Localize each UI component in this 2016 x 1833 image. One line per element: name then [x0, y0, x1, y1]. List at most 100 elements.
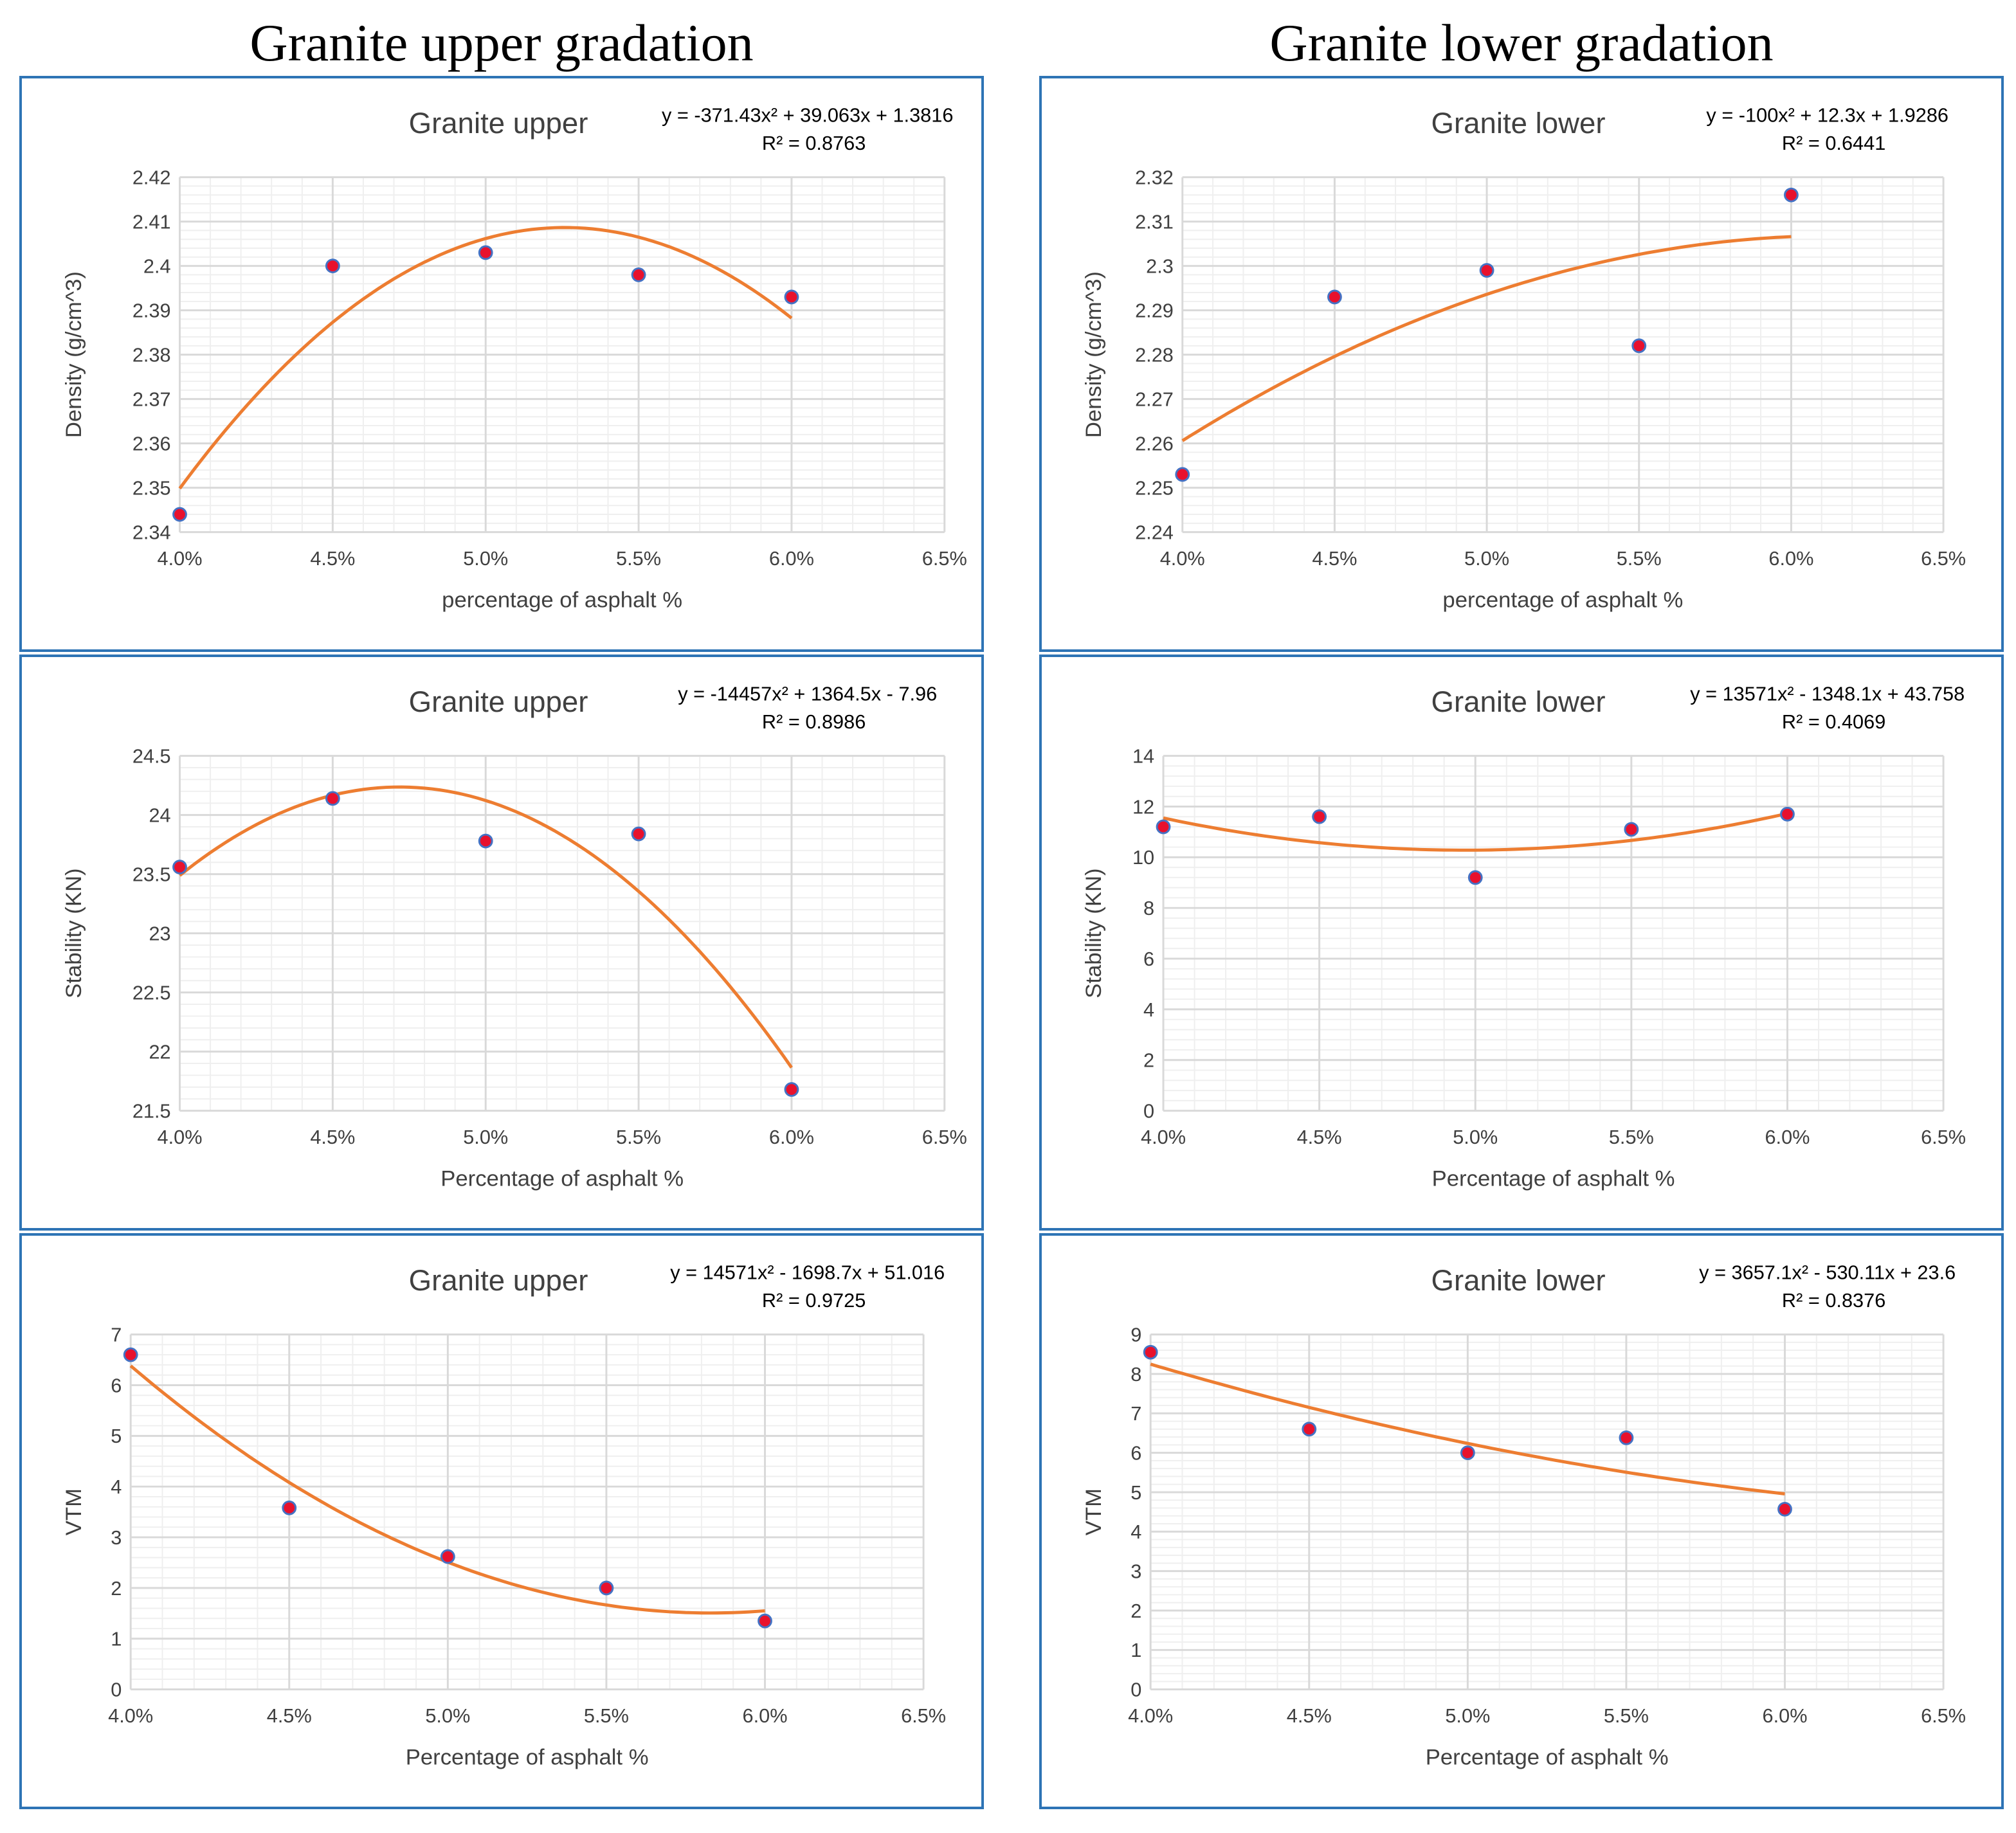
x-tick-label: 5.5%: [616, 547, 661, 570]
y-axis-label: VTM: [1082, 1488, 1106, 1535]
data-point: [478, 245, 493, 260]
data-point: [1631, 338, 1647, 354]
y-tick-label: 24.5: [132, 745, 171, 768]
y-tick-label: 2.34: [132, 521, 171, 544]
x-tick-label: 5.5%: [1604, 1704, 1649, 1727]
data-point: [440, 1549, 455, 1564]
y-tick-label: 1: [1131, 1639, 1141, 1661]
trendline-equation: y = 3657.1x² - 530.11x + 23.6: [1699, 1261, 1956, 1283]
r-squared-label: R² = 0.4069: [1782, 710, 1885, 733]
x-tick-label: 4.0%: [157, 547, 202, 570]
chart-svg: 21.5 22 22.5 23 23.5 24 24.5 4.0% 4.5% 5.0% 5.5% 6.…: [62, 682, 967, 1191]
y-axis-label: Stability (KN): [1082, 868, 1106, 998]
y-tick-label: 2: [1143, 1049, 1154, 1072]
chart-panel: 21.5 22 22.5 23 23.5 24 24.5 4.0% 4.5% 5.0% 5.5% 6.…: [19, 655, 984, 1231]
y-tick-label: 2: [1131, 1600, 1141, 1622]
y-tick-label: 6: [1131, 1442, 1141, 1465]
data-point: [1777, 1501, 1792, 1517]
data-point: [1784, 187, 1799, 203]
x-tick-label: 4.0%: [157, 1126, 202, 1148]
data-point: [478, 833, 493, 849]
y-tick-label: 2.35: [132, 477, 171, 500]
trendline-equation: y = -371.43x² + 39.063x + 1.3816: [662, 104, 953, 126]
x-tick-label: 5.5%: [1617, 547, 1662, 570]
y-tick-label: 5: [1131, 1481, 1141, 1504]
x-tick-label: 6.0%: [769, 547, 814, 570]
data-point: [1143, 1344, 1158, 1360]
data-point: [1460, 1445, 1475, 1461]
y-tick-label: 9: [1131, 1324, 1141, 1346]
chart-svg: 2.34 2.35 2.36 2.37 2.38 2.39 2.4 2.41 2.42 4.0% 4…: [62, 104, 967, 612]
x-axis-label: Percentage of asphalt %: [406, 1746, 649, 1770]
data-point: [631, 826, 646, 842]
data-point: [599, 1580, 614, 1596]
x-axis-label: percentage of asphalt %: [1442, 588, 1683, 613]
data-point: [784, 1082, 799, 1097]
y-tick-label: 8: [1143, 897, 1154, 919]
data-point: [282, 1500, 297, 1515]
r-squared-label: R² = 0.8763: [762, 132, 866, 154]
y-tick-label: 1: [111, 1628, 122, 1650]
chart-title: Granite upper: [409, 1264, 588, 1297]
data-point: [172, 507, 187, 522]
y-axis-label: Density (g/cm^3): [62, 271, 86, 438]
y-tick-label: 21.5: [132, 1100, 171, 1123]
y-axis-label: VTM: [62, 1488, 86, 1535]
y-tick-label: 4: [1131, 1521, 1141, 1543]
r-squared-label: R² = 0.8376: [1782, 1289, 1885, 1312]
r-squared-label: R² = 0.9725: [762, 1289, 866, 1312]
chart-panel: 0 1 2 3 4 5 6 7 4.0% 4.5% 5.0% 5.5% 6.0% 6.5% Granite …: [19, 1233, 984, 1809]
chart-title: Granite upper: [409, 685, 588, 718]
r-squared-label: R² = 0.6441: [1782, 132, 1885, 154]
chart-panel: 0 2 4 6 8 10 12 14 4.0% 4.5% 5.0% 5.5% 6.0% 6.5% Grani…: [1039, 655, 2004, 1231]
y-tick-label: 2.31: [1135, 211, 1174, 233]
r-squared-label: R² = 0.8986: [762, 710, 866, 733]
y-tick-label: 2.37: [132, 388, 171, 411]
data-point: [1175, 467, 1190, 482]
data-point: [1467, 870, 1483, 885]
x-tick-label: 4.0%: [1128, 1704, 1173, 1727]
y-tick-label: 2.3: [1146, 255, 1174, 278]
trendline-equation: y = 13571x² - 1348.1x + 43.758: [1690, 682, 1965, 705]
chart-panel: 0 1 2 3 4 5 6 7 8 9 4.0% 4.5% 5.0% 5.5% 6.0% 6.5% Granit…: [1039, 1233, 2004, 1809]
y-tick-label: 2.24: [1135, 521, 1174, 544]
x-tick-label: 6.0%: [1765, 1126, 1810, 1148]
data-point: [1312, 809, 1327, 824]
y-tick-label: 0: [1143, 1100, 1154, 1123]
y-tick-label: 0: [111, 1679, 122, 1701]
x-tick-label: 5.0%: [463, 1126, 508, 1148]
x-tick-label: 6.0%: [1768, 547, 1813, 570]
y-tick-label: 2.27: [1135, 388, 1174, 411]
y-tick-label: 2: [111, 1577, 122, 1600]
y-tick-label: 24: [149, 804, 170, 827]
x-tick-label: 4.5%: [310, 1126, 355, 1148]
chart-title: Granite lower: [1431, 685, 1606, 718]
y-tick-label: 8: [1131, 1363, 1141, 1386]
data-point: [1780, 806, 1795, 822]
x-tick-label: 4.5%: [267, 1704, 312, 1727]
chart-svg: 0 1 2 3 4 5 6 7 8 9 4.0% 4.5% 5.0% 5.5% 6.0% 6.5% Granit…: [1082, 1261, 1966, 1769]
y-tick-label: 2.41: [132, 211, 171, 233]
x-tick-label: 6.0%: [1762, 1704, 1807, 1727]
y-tick-label: 6: [1143, 948, 1154, 970]
y-tick-label: 14: [1132, 745, 1154, 768]
x-tick-label: 4.0%: [1141, 1126, 1186, 1148]
y-tick-label: 10: [1132, 846, 1154, 869]
chart-svg: 0 2 4 6 8 10 12 14 4.0% 4.5% 5.0% 5.5% 6.0% 6.5% Grani…: [1082, 682, 1966, 1191]
left-column-title: Granite upper gradation: [250, 14, 754, 72]
x-tick-label: 5.0%: [1453, 1126, 1498, 1148]
trendline-equation: y = -14457x² + 1364.5x - 7.96: [678, 682, 937, 705]
x-tick-label: 4.5%: [1297, 1126, 1342, 1148]
trend-line: [1181, 235, 1792, 442]
data-point: [1302, 1422, 1317, 1437]
data-point: [1619, 1430, 1634, 1445]
x-tick-label: 4.5%: [1312, 547, 1357, 570]
y-tick-label: 3: [1131, 1560, 1141, 1583]
data-point: [1156, 819, 1171, 835]
y-tick-label: 2.26: [1135, 433, 1174, 455]
x-tick-label: 4.5%: [1287, 1704, 1332, 1727]
x-tick-label: 6.5%: [1921, 1126, 1966, 1148]
y-tick-label: 2.36: [132, 433, 171, 455]
data-point: [123, 1347, 138, 1362]
x-axis-label: Percentage of asphalt %: [440, 1167, 684, 1191]
